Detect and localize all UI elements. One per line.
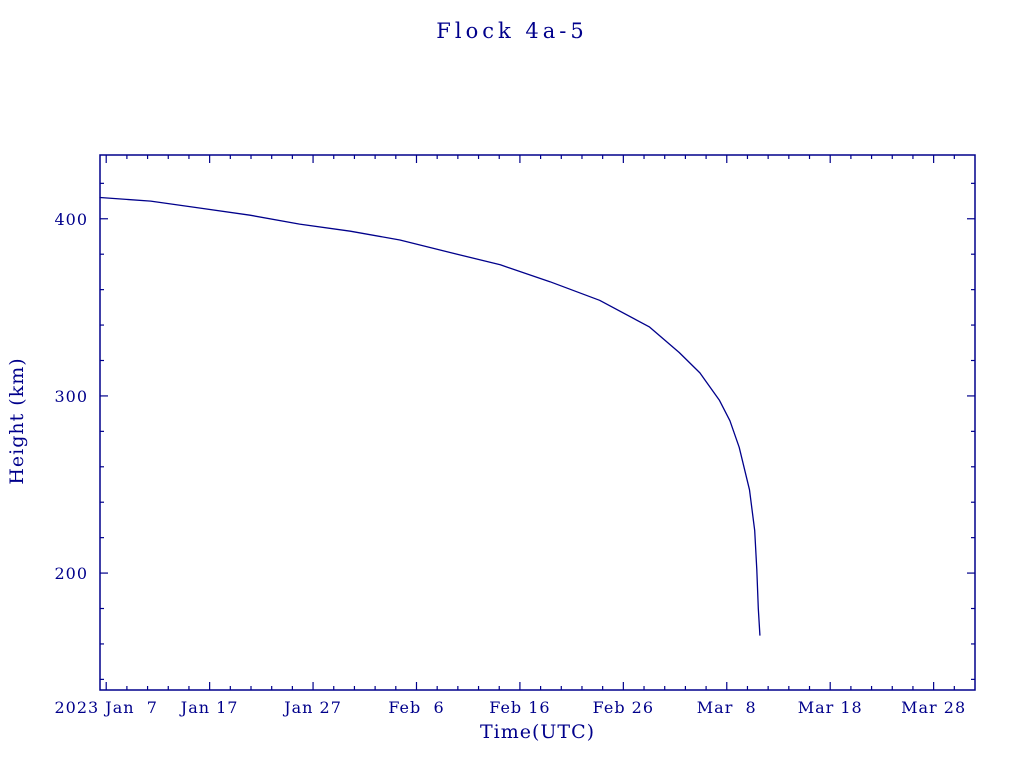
- x-tick-label: Feb 6: [388, 698, 444, 717]
- x-tick-label: Mar 18: [798, 698, 863, 717]
- x-tick-label: 2023 Jan 7: [54, 698, 157, 717]
- x-tick-label: Feb 16: [489, 698, 550, 717]
- y-tick-label: 200: [54, 564, 88, 583]
- plot-frame: [99, 154, 976, 691]
- x-tick-label: Mar 28: [901, 698, 966, 717]
- x-tick-label: Feb 26: [593, 698, 654, 717]
- y-tick-label: 400: [54, 210, 88, 229]
- x-tick-label: Mar 8: [697, 698, 757, 717]
- height-decay-curve: [99, 196, 761, 636]
- y-tick-label: 300: [54, 387, 88, 406]
- x-tick-label: Jan 27: [282, 698, 342, 717]
- x-axis-title: Time(UTC): [479, 721, 596, 743]
- chart-title: Flock 4a-5: [436, 19, 588, 43]
- x-tick-label: Jan 17: [179, 698, 239, 717]
